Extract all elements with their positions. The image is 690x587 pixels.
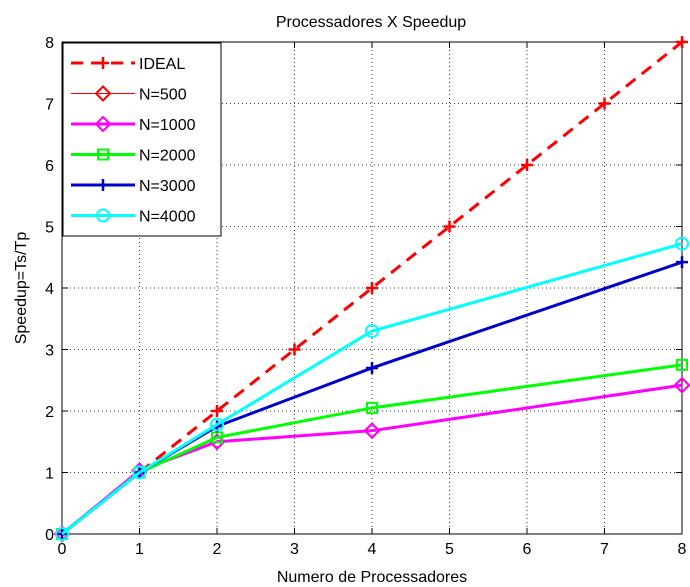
x-axis-label: Numero de Processadores [277,569,467,586]
y-tick-label: 2 [45,404,54,421]
x-tick-label: 6 [523,541,532,558]
data-point-ideal [598,97,611,110]
data-point-n-2000 [676,358,688,371]
axis-ticks: 0 1 2 3 4 5 6 7 8 0 1 2 3 4 5 6 7 8 [45,35,686,558]
x-tick-label: 5 [445,541,454,558]
legend: IDEAL N=500 N=1000 N=2000 N=3000 N=4000 [62,42,222,237]
data-point-ideal [288,343,301,356]
x-tick-label: 1 [135,541,144,558]
chart-title: Processadores X Speedup [276,14,466,31]
legend-marker-n-1000 [94,115,112,133]
data-point-n-3000 [676,256,688,269]
series-n-4000 [55,236,689,541]
data-point-n-2000 [366,401,378,414]
legend-label-n-4000: N=4000 [139,209,196,226]
y-tick-label: 5 [45,220,54,237]
series-line-ideal [61,40,683,536]
legend-label-ideal: IDEAL [139,56,185,73]
data-point-n-4000 [675,236,689,251]
legend-label-n-1000: N=1000 [139,117,196,134]
data-point-n-1000 [673,376,690,394]
legend-marker-n-4000 [96,208,110,223]
legend-marker-n-2000 [97,148,109,161]
legend-box [62,42,222,237]
data-point-ideal [521,159,533,171]
data-point-n-3000 [366,361,378,374]
data-point-n-4000 [55,527,69,541]
y-tick-label: 6 [45,158,54,175]
x-tick-label: 3 [290,541,299,558]
data-point-n-4000 [132,465,147,480]
data-point-ideal [676,36,688,48]
series-line-n-4000 [61,242,683,536]
y-axis-label: Speedup=Ts/Tp [13,232,30,345]
x-tick-label: 2 [213,541,222,558]
data-point-ideal [211,405,223,417]
y-tick-label: 7 [45,97,54,114]
legend-label-n-500: N=500 [139,87,187,104]
data-point-ideal [366,282,378,294]
data-series [53,36,690,543]
data-point-n-4000 [365,324,379,339]
y-tick-label: 4 [45,281,54,298]
legend-marker-n-3000 [97,179,109,191]
x-tick-label: 7 [600,541,609,558]
x-tick-label: 4 [368,541,377,558]
x-tick-label: 8 [678,541,687,558]
data-point-n-4000 [210,417,224,432]
grid [62,42,682,534]
legend-label-n-3000: N=3000 [139,178,196,195]
data-point-n-1000 [363,422,381,440]
y-tick-label: 0 [45,527,54,544]
legend-marker-ideal [97,57,109,69]
y-tick-label: 3 [45,343,54,360]
legend-label-n-2000: N=2000 [139,148,196,165]
data-point-ideal [443,220,456,233]
y-tick-label: 1 [45,466,54,483]
y-tick-label: 8 [45,35,54,52]
data-point-n-2000 [211,431,223,444]
x-tick-label: 0 [58,541,67,558]
legend-marker-n-500 [94,85,112,102]
